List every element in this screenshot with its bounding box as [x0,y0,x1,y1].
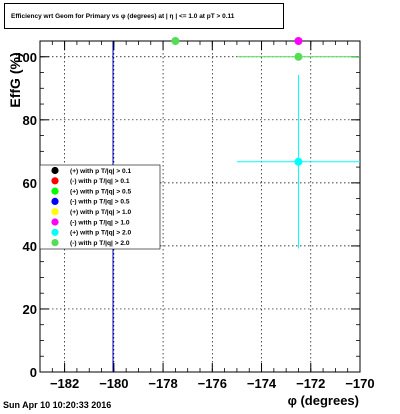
y-axis-label: EffG (%) [7,52,23,107]
legend-marker [51,208,59,216]
legend-marker [51,218,59,226]
y-tick-label: 100 [15,50,37,65]
y-tick-label: 0 [30,365,37,380]
legend-label: (-) with p T/|q| > 2.0 [70,240,130,247]
data-points [171,37,360,249]
timestamp-footer: Sun Apr 10 10:20:33 2016 [3,400,112,410]
legend: (+) with p T/|q| > 0.1 (-) with p T/|q| >… [39,164,161,250]
data-point [294,157,303,166]
x-tick-label: −182 [50,376,79,391]
legend-box [39,164,161,250]
x-tick-label: −170 [345,376,374,391]
legend-marker [51,197,59,205]
legend-label: (+) with p T/|q| > 1.0 [70,209,132,216]
legend-label: (+) with p T/|q| > 2.0 [70,230,132,237]
legend-label: (+) with p T/|q| > 0.5 [70,188,132,195]
x-tick-label: −178 [148,376,177,391]
axis-tick-labels: −182 −180 −178 −176 −174 −172 −170 0 20 40 60 80 100 [15,50,374,391]
chart-title: Efficiency wrt Geom for Primary vs φ (de… [4,3,284,29]
y-tick-label: 40 [23,239,37,254]
y-tick-label: 60 [23,176,37,191]
legend-marker [51,239,59,247]
legend-label: (-) with p T/|q| > 0.5 [70,199,130,206]
legend-marker [51,177,59,185]
legend-marker [51,228,59,236]
x-tick-label: −172 [296,376,325,391]
legend-marker [51,187,59,195]
y-tick-label: 20 [23,302,37,317]
x-axis-label: φ (degrees) [288,393,359,408]
data-point [294,37,303,45]
x-tick-label: −180 [99,376,128,391]
legend-label: (-) with p T/|q| > 0.1 [70,178,130,185]
data-point [171,37,180,45]
legend-label: (+) with p T/|q| > 0.1 [70,168,132,175]
x-tick-label: −174 [247,376,277,391]
data-point [294,52,303,61]
legend-marker [51,166,59,175]
legend-label: (-) with p T/|q| > 1.0 [70,219,130,226]
x-tick-label: −176 [198,376,227,391]
y-tick-label: 80 [23,113,37,128]
